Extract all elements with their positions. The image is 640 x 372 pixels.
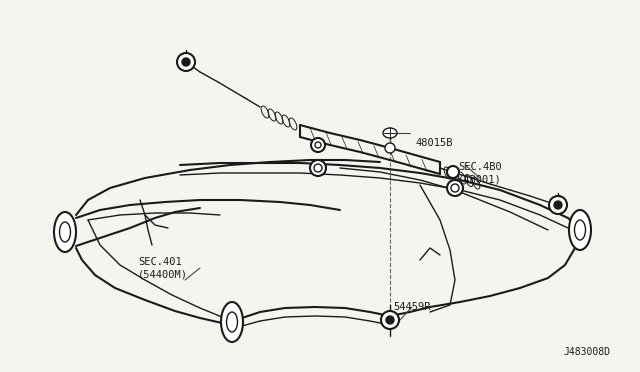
Circle shape <box>386 316 394 324</box>
Circle shape <box>447 180 463 196</box>
Circle shape <box>182 58 190 66</box>
Ellipse shape <box>60 222 70 242</box>
Circle shape <box>381 311 399 329</box>
Ellipse shape <box>227 312 237 332</box>
Circle shape <box>554 201 562 209</box>
Circle shape <box>385 143 395 153</box>
Text: J483008D: J483008D <box>563 347 610 357</box>
Text: SEC.4B0
(4B001): SEC.4B0 (4B001) <box>458 162 502 184</box>
Circle shape <box>447 166 459 178</box>
Text: 48015B: 48015B <box>415 138 452 148</box>
Circle shape <box>549 196 567 214</box>
Circle shape <box>310 160 326 176</box>
Ellipse shape <box>221 302 243 342</box>
Text: 54459R: 54459R <box>393 302 431 312</box>
Circle shape <box>177 53 195 71</box>
Text: SEC.401
(54400M): SEC.401 (54400M) <box>138 257 188 279</box>
Circle shape <box>311 138 325 152</box>
Ellipse shape <box>383 128 397 138</box>
Ellipse shape <box>575 220 586 240</box>
Ellipse shape <box>54 212 76 252</box>
Ellipse shape <box>569 210 591 250</box>
